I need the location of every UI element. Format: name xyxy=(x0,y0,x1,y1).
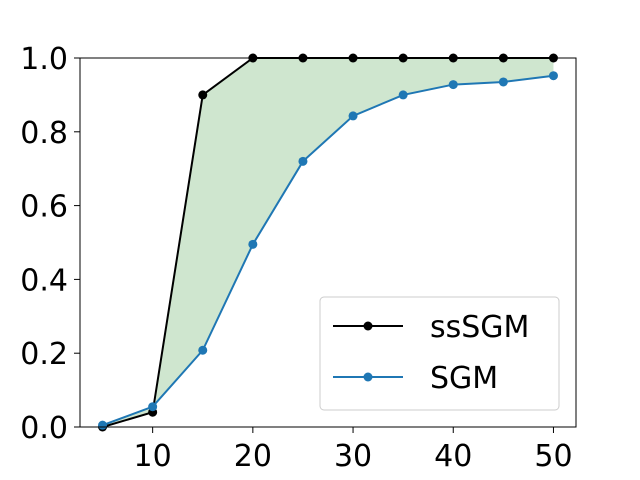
x-tick-label: 10 xyxy=(134,439,172,474)
series-line-sgm xyxy=(102,74,554,427)
y-axis-ticks: 0.0 0.2 0.4 0.6 0.8 1.0 xyxy=(20,42,80,446)
y-tick-label: 0.8 xyxy=(20,116,68,151)
legend-marker-sssgm xyxy=(363,321,373,331)
data-point-sgm xyxy=(98,420,108,430)
data-point-sgm xyxy=(448,80,458,90)
x-tick-label: 30 xyxy=(334,439,372,474)
y-tick-label: 1.0 xyxy=(20,42,68,77)
y-tick-label: 0.6 xyxy=(20,190,68,225)
data-point-sgm xyxy=(198,345,208,355)
fill-between-area xyxy=(102,58,554,427)
data-point-sssgm xyxy=(198,90,208,100)
data-point-sgm xyxy=(498,77,508,87)
legend-label-sgm: SGM xyxy=(430,361,498,396)
data-point-sgm xyxy=(348,111,358,121)
legend-marker-sgm xyxy=(363,372,373,382)
y-tick-label: 0.2 xyxy=(20,337,68,372)
data-point-sgm xyxy=(298,156,308,166)
y-tick-label: 0.0 xyxy=(20,411,68,446)
y-tick-label: 0.4 xyxy=(20,263,68,298)
plot-frame xyxy=(79,57,577,428)
legend-label-sssgm: ssSGM xyxy=(430,310,529,345)
legend: ssSGM SGM xyxy=(319,296,560,411)
data-point-sgm xyxy=(248,239,258,249)
data-point-sgm xyxy=(148,402,158,412)
data-point-sgm xyxy=(398,90,408,100)
x-axis-ticks: 10 20 30 40 50 xyxy=(134,427,573,474)
fill-between-area-layer xyxy=(102,58,554,427)
x-tick-label: 20 xyxy=(234,439,272,474)
data-point-sgm xyxy=(548,71,558,81)
x-tick-label: 50 xyxy=(534,439,572,474)
x-tick-label: 40 xyxy=(434,439,472,474)
